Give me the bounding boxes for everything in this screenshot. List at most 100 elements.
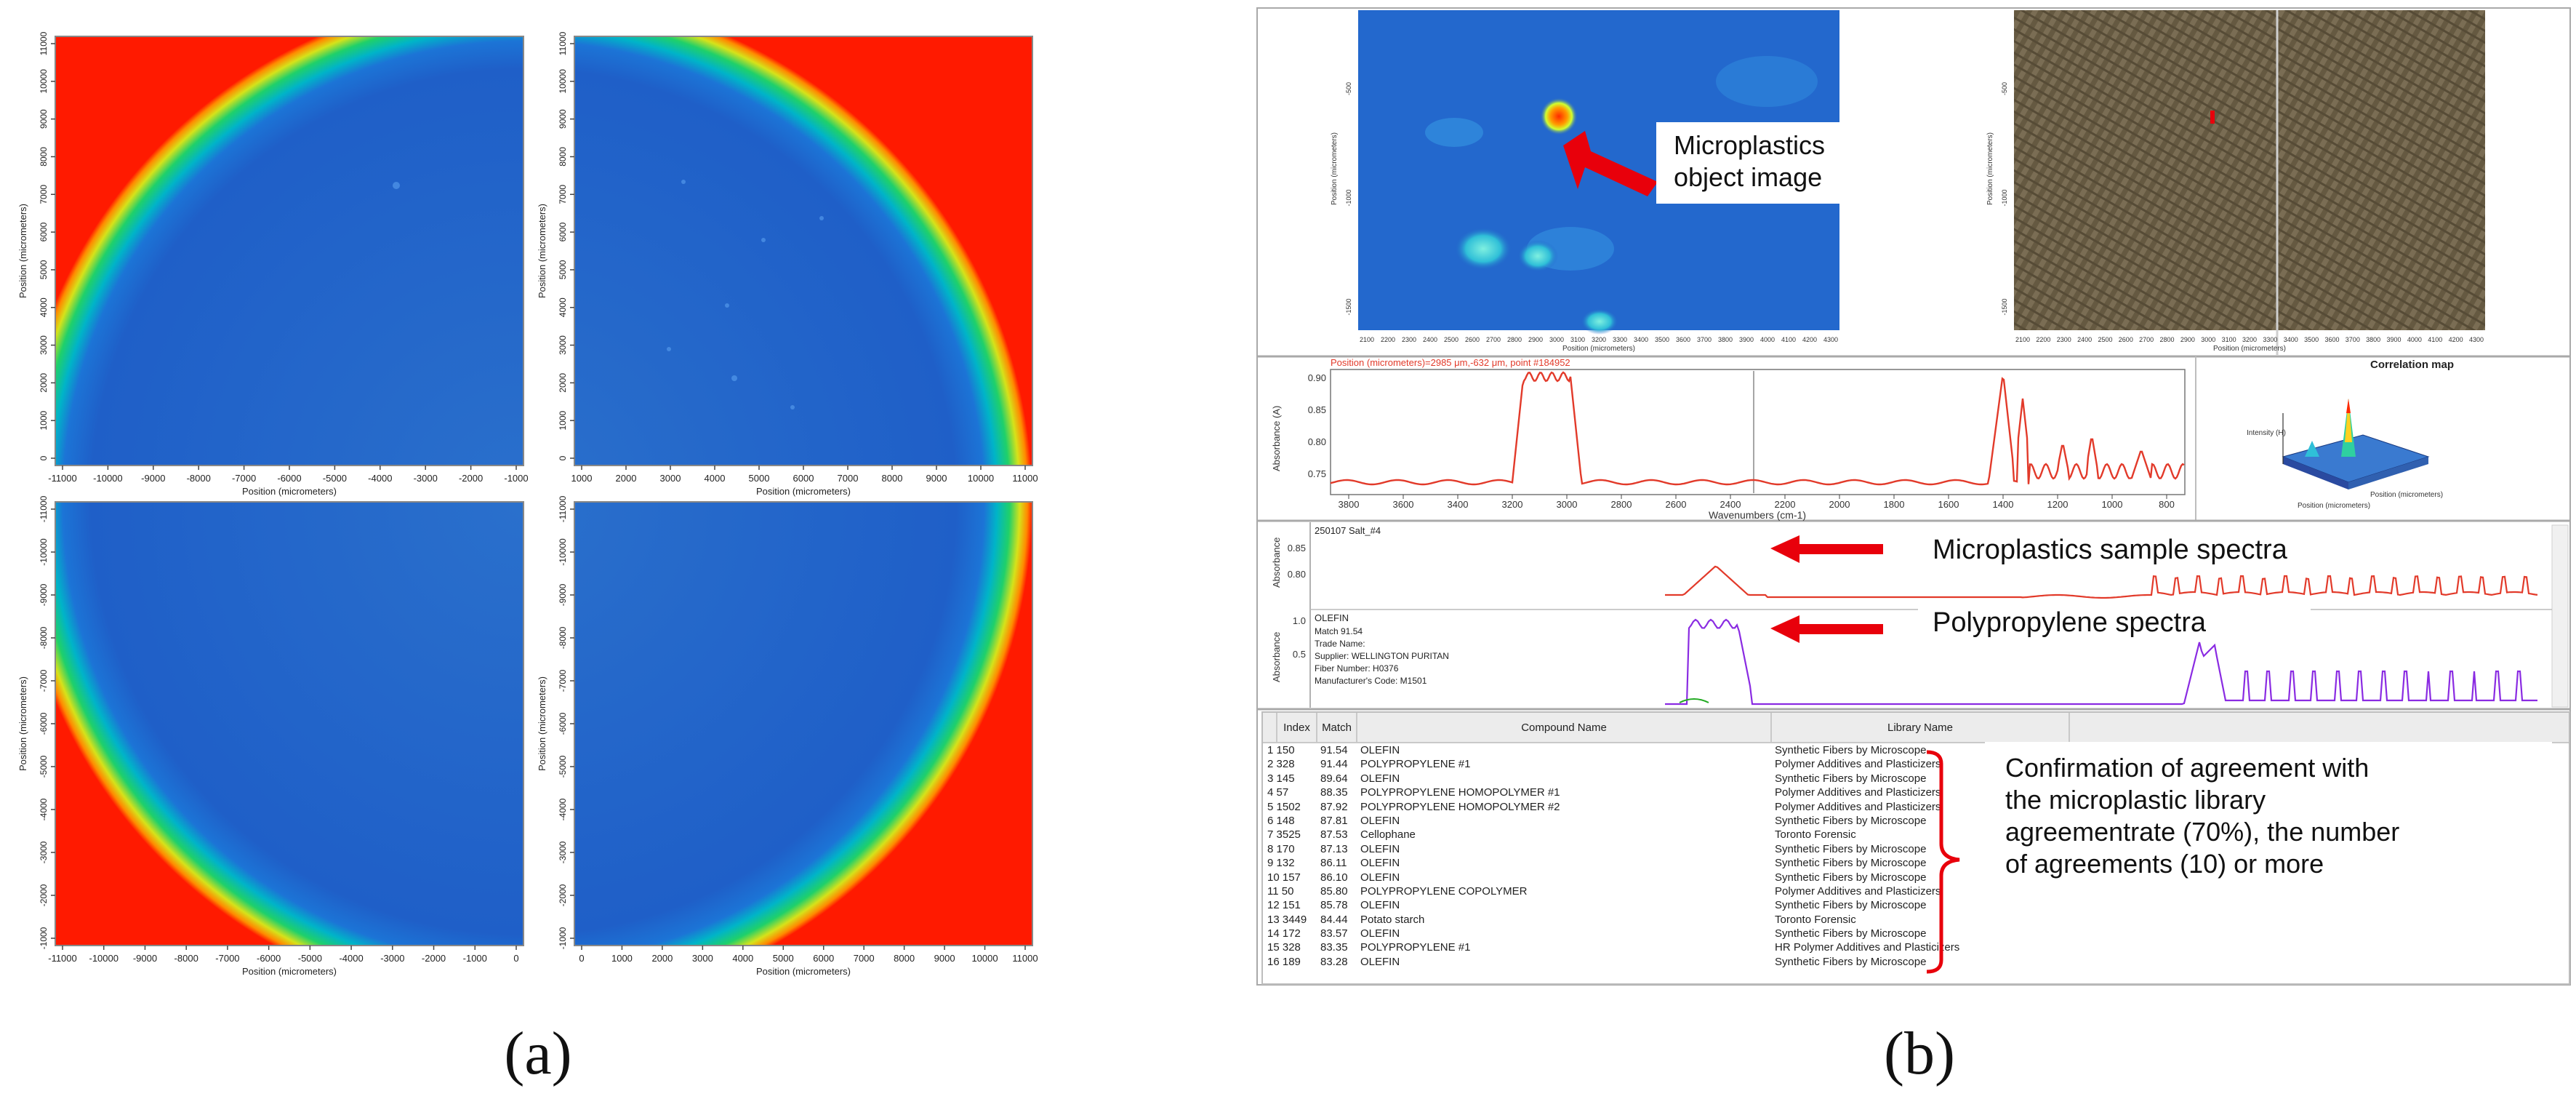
table-row[interactable]: 9 132 86.11 OLEFIN Synthetic Fibers by Micr… [1263,856,2569,870]
table-row[interactable]: 2 328 91.44 POLYPROPYLENE #1 Polymer Additi… [1263,757,2569,771]
column-header-index[interactable]: Index [1277,713,1317,742]
table-row[interactable]: 11 50 85.80 POLYPROPYLENE COPOLYMER Polymer… [1263,884,2569,898]
row-match: 83.28 [1320,955,1348,968]
x-tick-label: -7000 [232,473,256,484]
row-match: 87.13 [1320,842,1348,855]
x-tick-label: 3900 [1739,336,1754,343]
panel-a: -11000 -10000 -9000 -8000 -7000 -6000 -5000 -40… [17,31,1038,977]
x-tick-label: 4000 [2407,336,2422,343]
y-tick-label: -500 [2001,82,2008,95]
y-tick-label: 11000 [558,31,568,55]
y-tick-label: 0.80 [1288,569,1306,580]
x-tick-label: 2200 [2036,336,2050,343]
x-tick-label: 4000 [732,953,753,964]
x-axis-label: Position (micrometers) [242,486,337,497]
row-compound: OLEFIN [1360,899,1400,912]
y-tick-label: 1.0 [1293,615,1306,626]
x-tick-label: 3000 [660,473,681,484]
x-axis-label: Position (micrometers) [756,486,851,497]
x-tick-label: 2200 [1381,336,1395,343]
x-tick-label: 7000 [854,953,875,964]
x-tick-label: 8000 [894,953,915,964]
x-tick-label: 1200 [2047,499,2069,510]
x-tick-label: 3200 [1592,336,1606,343]
table-row[interactable]: 5 1502 87.92 POLYPROPYLENE HOMOPOLYMER #2 P… [1263,800,2569,814]
table-row[interactable]: 4 57 88.35 POLYPROPYLENE HOMOPOLYMER #1 Pol… [1263,786,2569,799]
y-tick-label: 0 [558,455,568,460]
particle-specks [393,180,824,409]
y-tick-label: -8000 [39,626,49,649]
column-header-compound[interactable]: Compound Name [1357,713,1772,742]
table-row[interactable]: 7 3525 87.53 Cellophane Toronto Forensic [1263,828,2569,842]
x-tick-label: 4300 [2469,336,2484,343]
x-tick-label: 2900 [2180,336,2195,343]
row-compound: POLYPROPYLENE HOMOPOLYMER #1 [1360,786,1560,799]
x-tick-label: 2000 [1829,499,1850,510]
image-area: 2100 2200 2300 2400 2500 2600 2700 2800 2900 3000… [1331,10,2485,355]
y-tick-label: 5000 [558,260,568,279]
x-tick-label: 3400 [1634,336,1648,343]
callout-reference-spectra: Polypropylene spectra [1918,604,2311,642]
row-index: 1 150 [1267,744,1295,756]
table-row[interactable]: 12 151 85.78 OLEFIN Synthetic Fibers by Mic… [1263,898,2569,912]
column-header-match[interactable]: Match [1317,713,1357,742]
y-axis-label: Position (micrometers) [537,676,547,771]
caption-a: (a) [504,1020,572,1087]
x-tick-label: 10000 [968,473,994,484]
table-row[interactable]: 13 3449 84.44 Potato starch Toronto Forensi… [1263,913,2569,927]
row-library: Polymer Additives and Plasticizers [1775,758,1941,771]
table-row[interactable]: 1 150 91.54 OLEFIN Synthetic Fibers by Micr… [1263,743,2569,757]
row-match: 83.35 [1320,941,1348,954]
y-tick-label: 4000 [39,297,49,317]
quadrant-top-left [55,36,524,466]
x-tick-label: -10000 [93,473,122,484]
quadrant-top-right [574,36,1033,466]
table-row[interactable]: 3 145 89.64 OLEFIN Synthetic Fibers by Micr… [1263,772,2569,786]
table-row[interactable]: 16 189 83.28 OLEFIN Synthetic Fibers by Mic… [1263,955,2569,969]
spectrum-xlabel: Wavenumbers (cm-1) [1709,509,1806,521]
x-tick-label: -9000 [141,473,165,484]
y-tick-label: -5000 [558,755,568,778]
x-tick-label: 4200 [2449,336,2463,343]
row-match: 89.64 [1320,772,1348,785]
y-tick-label: 9000 [558,109,568,129]
table-row[interactable]: 8 170 87.13 OLEFIN Synthetic Fibers by Micr… [1263,842,2569,856]
y-tick-label: 6000 [39,222,49,241]
y-tick-label: -2000 [558,884,568,906]
y-tick-label: 0.85 [1288,543,1306,553]
y-tick-label: 0.75 [1308,468,1326,479]
quadrant-bottom-right [574,501,1033,946]
x-tick-label: 2500 [2098,336,2112,343]
column-header-library[interactable]: Library Name [1772,713,2070,742]
x-axis-label: Position (micrometers) [2213,345,2286,353]
row-match: 85.78 [1320,899,1348,912]
table-row[interactable]: 6 148 87.81 OLEFIN Synthetic Fibers by Micr… [1263,814,2569,828]
x-tick-label: 1000 [571,473,593,484]
row-match: 84.44 [1320,913,1348,926]
y-tick-label: -500 [1345,82,1352,95]
reference-detail: Fiber Number: H0376 [1315,663,1399,674]
row-compound: Potato starch [1360,913,1425,926]
y-tick-label: -11000 [39,495,49,522]
table-row[interactable]: 15 328 83.35 POLYPROPYLENE #1 HR Polymer Ad… [1263,940,2569,954]
x-tick-label: -8000 [174,953,198,964]
row-match: 91.44 [1320,758,1348,771]
row-compound: POLYPROPYLENE #1 [1360,758,1471,771]
x-tick-label: -2000 [422,953,446,964]
row-index: 8 170 [1267,842,1295,855]
row-library: Synthetic Fibers by Microscope [1775,857,1927,870]
table-row[interactable]: 10 157 86.10 OLEFIN Synthetic Fibers by Mic… [1263,871,2569,884]
row-index: 7 3525 [1267,828,1301,842]
x-tick-label: 7000 [838,473,859,484]
x-tick-label: 3400 [2284,336,2298,343]
table-row[interactable]: 14 172 83.57 OLEFIN Synthetic Fibers by Mic… [1263,927,2569,940]
x-tick-label: 3500 [2304,336,2319,343]
y-tick-label: 8000 [558,147,568,167]
row-index: 11 50 [1267,884,1294,898]
y-tick-label: 0.85 [1308,404,1326,415]
x-tick-label: 2600 [2119,336,2133,343]
row-library: Polymer Additives and Plasticizers [1775,786,1941,799]
callout-agreement-line: of agreements (10) or more [2005,849,2324,879]
sample-name: 250107 Salt_#4 [1315,525,1381,536]
x-tick-label: 3300 [1613,336,1627,343]
